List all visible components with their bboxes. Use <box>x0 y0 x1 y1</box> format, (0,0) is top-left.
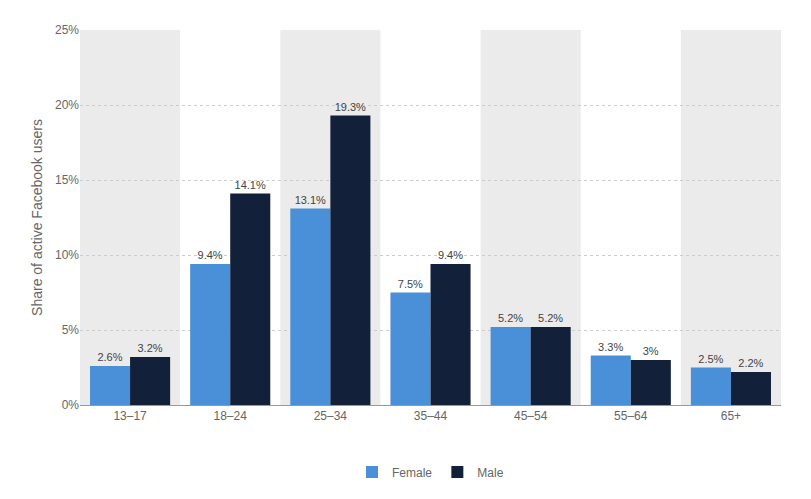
svg-text:3%: 3% <box>643 345 659 357</box>
svg-text:14.1%: 14.1% <box>235 179 266 191</box>
svg-text:2.2%: 2.2% <box>738 357 763 369</box>
svg-text:35–44: 35–44 <box>414 409 448 423</box>
svg-text:5%: 5% <box>62 323 80 337</box>
svg-text:55–64: 55–64 <box>614 409 648 423</box>
svg-text:Female: Female <box>392 466 432 480</box>
svg-text:Male: Male <box>477 466 503 480</box>
svg-text:0%: 0% <box>62 398 80 412</box>
svg-text:10%: 10% <box>55 248 79 262</box>
svg-text:15%: 15% <box>55 173 79 187</box>
svg-text:19.3%: 19.3% <box>335 101 366 113</box>
svg-text:5.2%: 5.2% <box>538 312 563 324</box>
svg-text:7.5%: 7.5% <box>398 278 423 290</box>
svg-text:2.6%: 2.6% <box>97 351 122 363</box>
svg-text:25%: 25% <box>55 23 79 37</box>
svg-text:3.3%: 3.3% <box>598 341 623 353</box>
svg-text:45–54: 45–54 <box>514 409 548 423</box>
svg-text:2.5%: 2.5% <box>698 353 723 365</box>
svg-text:9.4%: 9.4% <box>198 249 223 261</box>
svg-text:5.2%: 5.2% <box>498 312 523 324</box>
svg-text:13.1%: 13.1% <box>295 194 326 206</box>
svg-text:18–24: 18–24 <box>214 409 248 423</box>
svg-text:Share of active Facebook users: Share of active Facebook users <box>29 119 45 316</box>
svg-text:13–17: 13–17 <box>113 409 147 423</box>
svg-text:3.2%: 3.2% <box>137 342 162 354</box>
svg-text:9.4%: 9.4% <box>438 249 463 261</box>
svg-text:20%: 20% <box>55 98 79 112</box>
svg-text:65+: 65+ <box>721 409 741 423</box>
svg-text:25–34: 25–34 <box>314 409 348 423</box>
